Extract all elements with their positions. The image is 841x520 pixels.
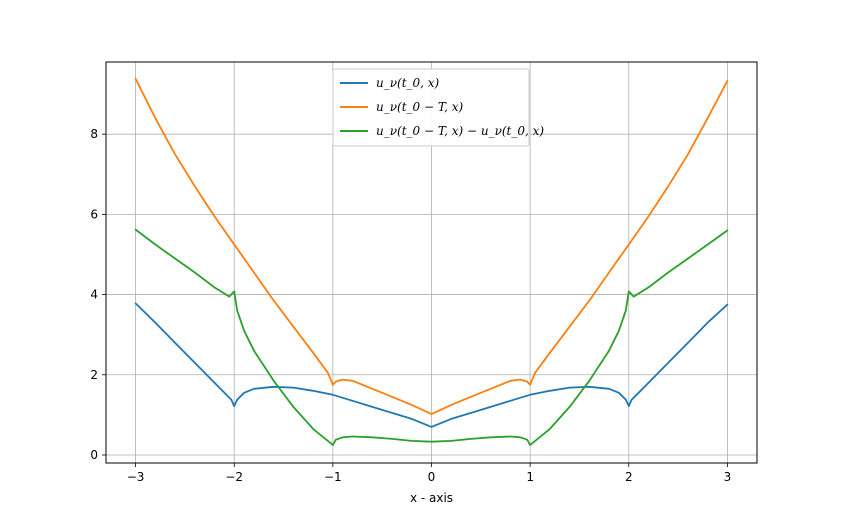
legend-label-0: u_ν(t_0, x) (376, 76, 440, 90)
legend: u_ν(t_0, x) u_ν(t_0 − T, x) u_ν(t_0 − T,… (332, 68, 544, 147)
x-tick-label-3: 0 (428, 470, 436, 484)
series-group (134, 77, 729, 446)
series-line-0 (134, 302, 729, 428)
legend-box (332, 68, 530, 147)
series-line-2 (134, 228, 729, 446)
series-line-1 (134, 77, 729, 416)
y-tick-label-3: 6 (90, 207, 98, 221)
legend-label-2: u_ν(t_0 − T, x) − u_ν(t_0, x) (376, 124, 544, 138)
legend-label-1: u_ν(t_0 − T, x) (376, 100, 463, 114)
x-tick-label-6: 3 (724, 470, 732, 484)
x-tick-label-2: −1 (324, 470, 342, 484)
x-tick-label-0: −3 (127, 470, 145, 484)
y-tick-label-4: 8 (90, 127, 98, 141)
y-tick-label-1: 2 (90, 368, 98, 382)
axis-ticks: −3 −2 −1 0 1 2 3 0 2 4 6 8 (90, 127, 731, 484)
x-tick-label-1: −2 (225, 470, 243, 484)
y-tick-label-0: 0 (90, 448, 98, 462)
x-tick-label-4: 1 (526, 470, 534, 484)
x-axis-label: x - axis (410, 491, 453, 505)
y-tick-label-2: 4 (90, 288, 98, 302)
x-tick-label-5: 2 (625, 470, 633, 484)
